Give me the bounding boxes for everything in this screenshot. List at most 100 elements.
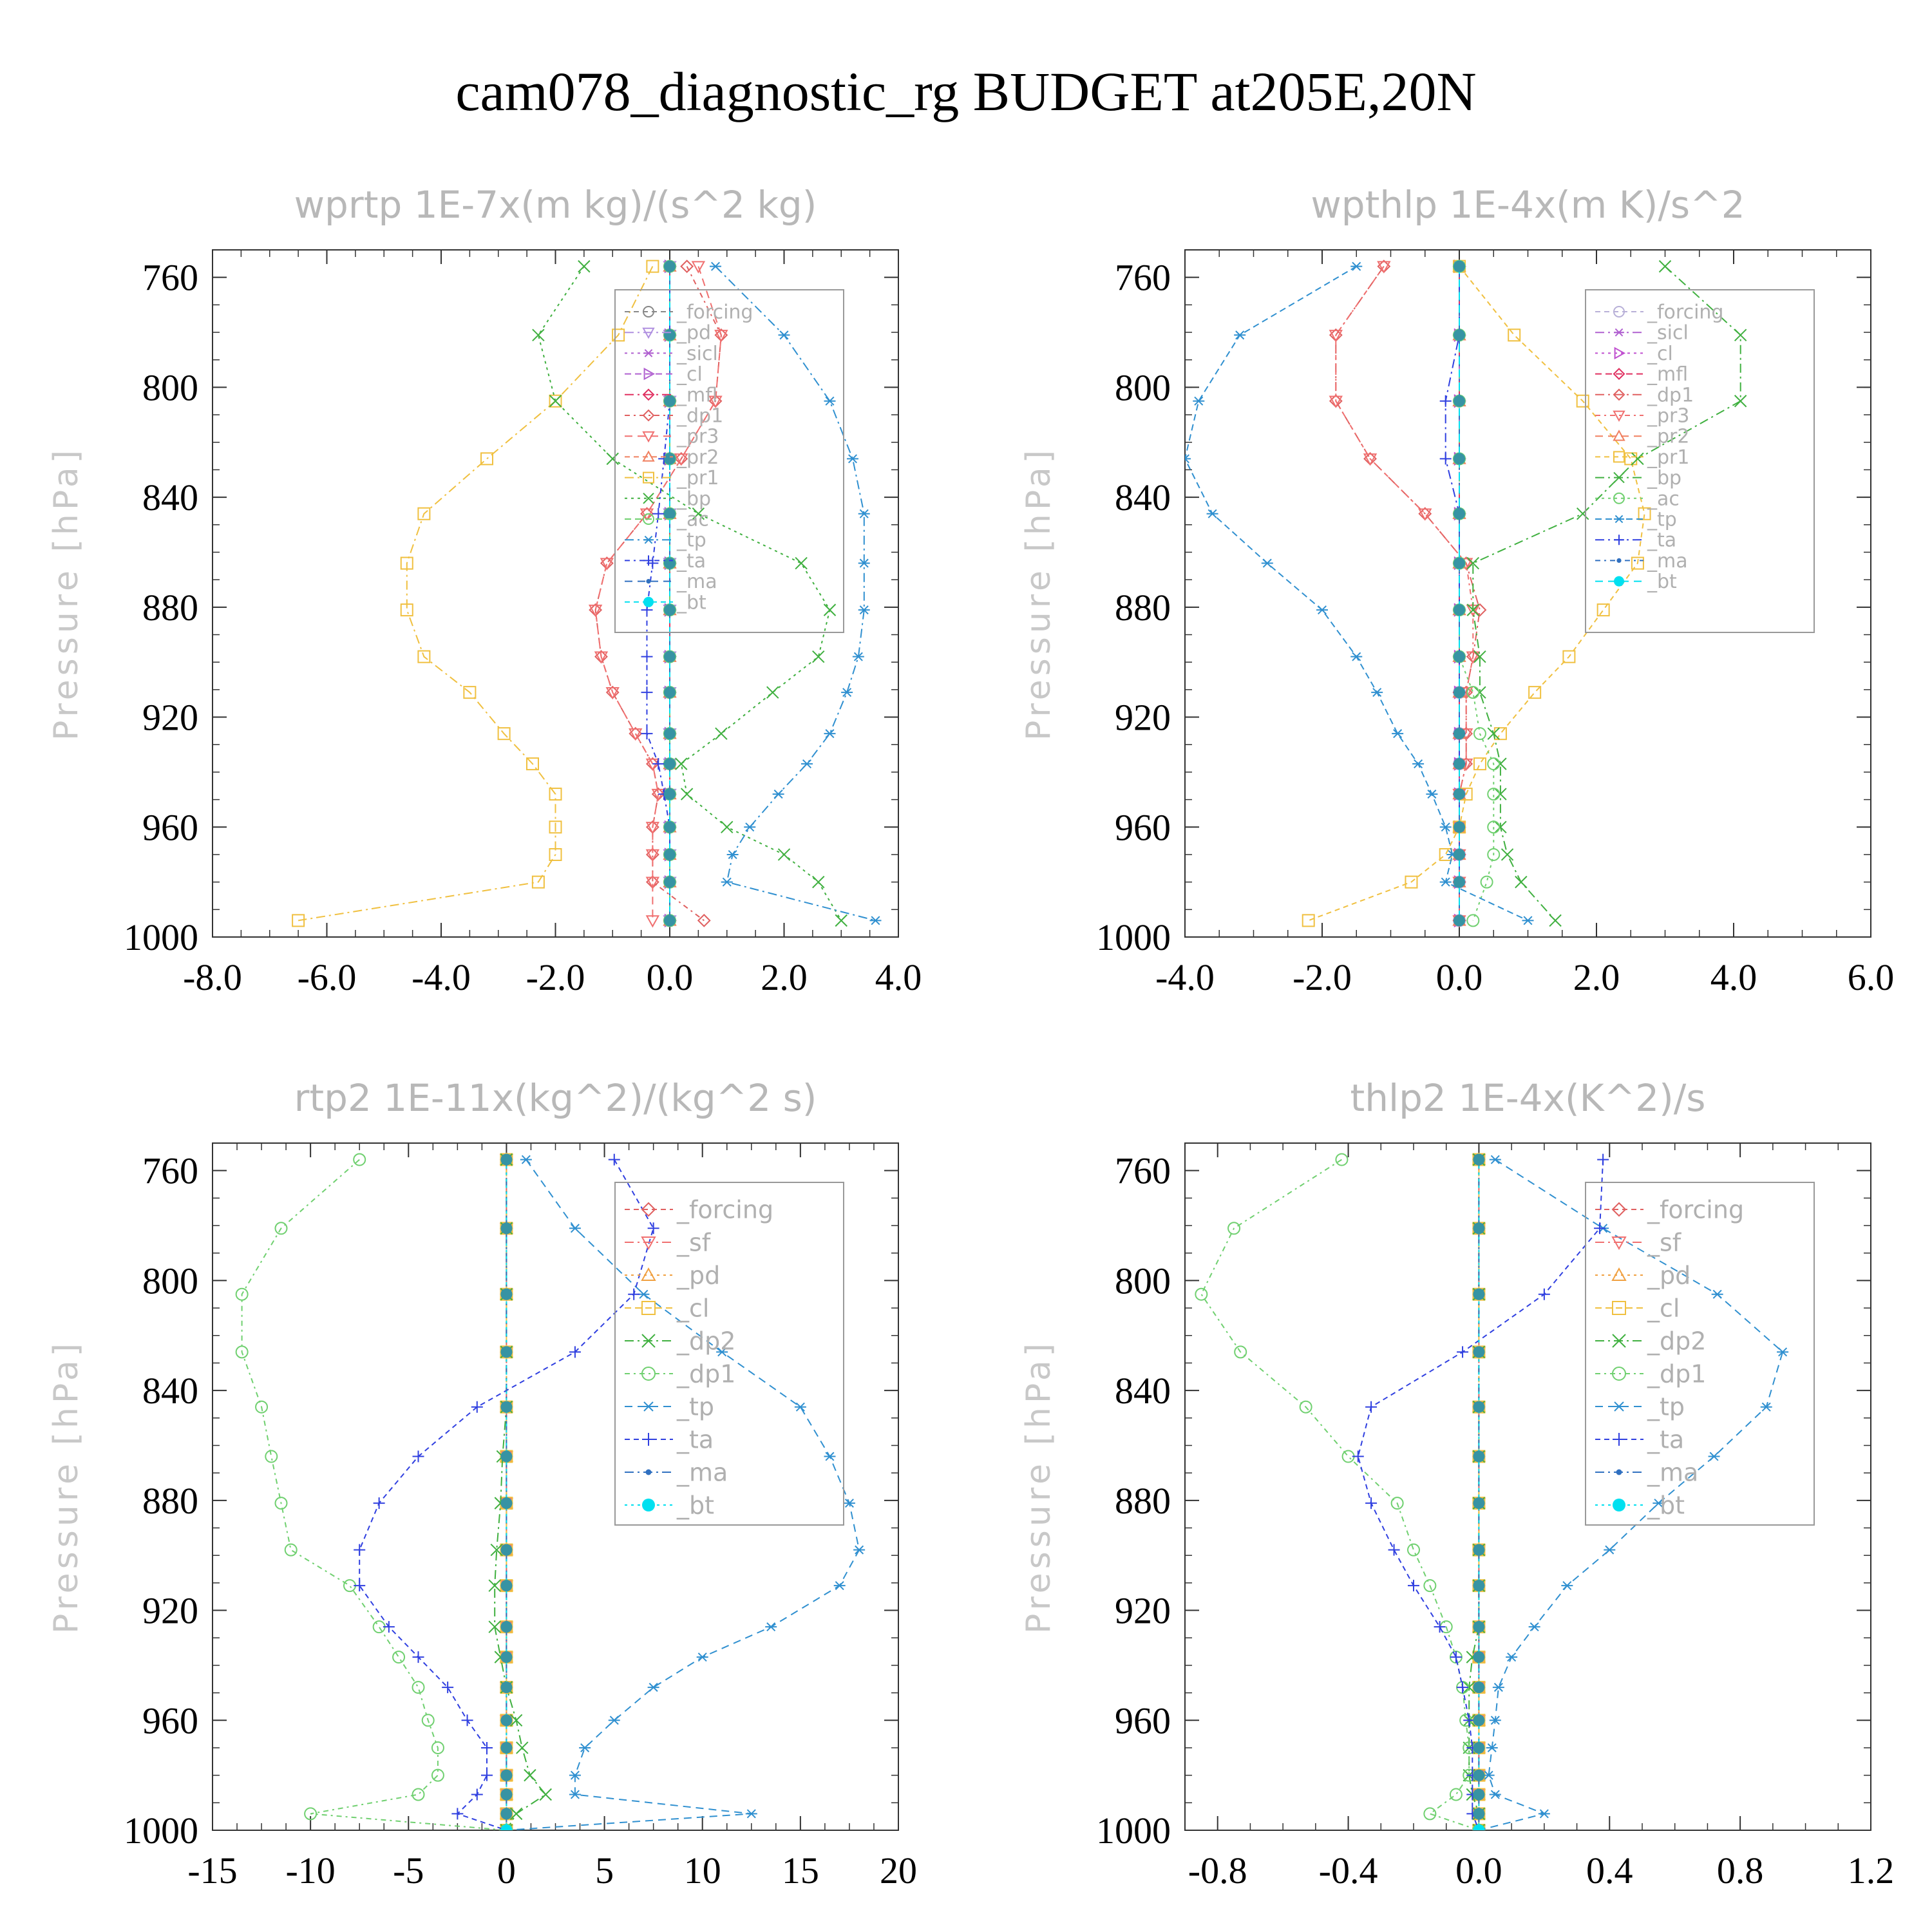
series_bp [1466, 260, 1747, 927]
series-line [594, 266, 722, 922]
series-line [1308, 265, 1645, 922]
data-point [500, 1769, 513, 1781]
data-point [858, 509, 870, 518]
data-point [304, 1807, 317, 1821]
legend-label: _bt [676, 591, 706, 614]
data-point [646, 260, 659, 273]
legend-label: _mfl [676, 384, 717, 406]
data-point [645, 849, 660, 862]
data-point [1234, 330, 1246, 340]
data-point [608, 1153, 620, 1166]
data-point [1454, 329, 1465, 341]
y-tick-label: 760 [1115, 257, 1171, 299]
panel-title: thlp2 1E-4x(K^2)/s [1350, 1076, 1705, 1120]
data-point [1597, 1153, 1609, 1166]
legend-marker [1616, 558, 1622, 564]
data-point [1206, 509, 1218, 518]
data-point [500, 1544, 513, 1556]
data-point [1227, 1222, 1241, 1235]
data-point [1302, 914, 1315, 927]
legend-label: _pr1 [1647, 446, 1689, 469]
figure-title: cam078_diagnostic_rg BUDGET at205E,20N [455, 61, 1477, 122]
data-point [1466, 603, 1480, 616]
legend-label: _dp1 [676, 1359, 735, 1388]
data-point [471, 1788, 483, 1801]
series-line [506, 1159, 860, 1830]
data-point [1473, 727, 1486, 741]
legend-label: _ma [676, 571, 717, 593]
data-point [847, 454, 858, 464]
x-tick-label: 0.0 [1436, 956, 1483, 998]
data-point [612, 328, 625, 342]
data-point [726, 849, 739, 859]
data-point [1473, 603, 1487, 617]
y-tick-label: 880 [1115, 1480, 1171, 1522]
data-point [1439, 453, 1452, 465]
y-axis-label: Pressure [hPa] [47, 1340, 86, 1634]
y-tick-label: 1000 [1096, 1810, 1171, 1852]
legend-marker [642, 1499, 655, 1511]
legend-label: _pr2 [1647, 426, 1689, 448]
data-point [497, 727, 511, 741]
legend-marker [642, 1401, 655, 1412]
legend-label: _tp [676, 1392, 714, 1421]
data-point [1454, 758, 1465, 770]
data-point [641, 687, 653, 699]
data-point [412, 1651, 424, 1663]
legend-label: _bt [676, 1491, 714, 1519]
legend-marker [1613, 1433, 1625, 1446]
data-point [292, 914, 305, 927]
x-tick-label: 20 [880, 1850, 917, 1891]
legend-marker [1611, 1202, 1627, 1217]
data-point [664, 788, 676, 800]
y-tick-label: 920 [1115, 697, 1171, 739]
data-point [442, 1681, 454, 1694]
data-point [1604, 1545, 1616, 1555]
legend-marker [1612, 1334, 1626, 1348]
data-point [697, 913, 711, 927]
data-point [664, 758, 676, 770]
data-point [680, 260, 694, 274]
legend-marker [645, 1469, 652, 1475]
x-tick-label: -5 [393, 1850, 424, 1891]
data-point [1711, 1289, 1723, 1299]
data-point [1487, 727, 1500, 740]
data-point [480, 452, 493, 466]
data-point [833, 1581, 846, 1591]
data-point [500, 1497, 513, 1510]
legend-label: _ma [676, 1458, 728, 1486]
series_ta [354, 1153, 659, 1830]
data-point [638, 1289, 650, 1299]
data-point [400, 556, 413, 570]
legend-label: _forcing [676, 1195, 773, 1224]
legend-marker [641, 1202, 656, 1217]
data-point [605, 687, 620, 700]
data-point [549, 788, 562, 801]
data-point [1473, 1788, 1485, 1801]
data-point [1407, 1543, 1420, 1557]
legend-label: _pd [1647, 1261, 1690, 1289]
series_pr1 [1302, 260, 1651, 927]
legend-label: _ac [676, 509, 709, 531]
data-point [412, 1681, 425, 1694]
y-tick-label: 1000 [124, 916, 198, 958]
data-point [1473, 1824, 1485, 1830]
data-point [1439, 822, 1452, 832]
data-point [1638, 507, 1651, 520]
data-point [500, 1824, 513, 1830]
legend-label: _forcing [1647, 1195, 1744, 1224]
data-point [1418, 508, 1432, 521]
panel-title: wprtp 1E-7x(m kg)/(s^2 kg) [294, 183, 817, 227]
data-point [691, 261, 706, 274]
legend-label: _ma [1647, 1458, 1698, 1486]
data-point [608, 1716, 620, 1725]
data-point [801, 759, 813, 769]
data-point [549, 394, 562, 408]
data-point [652, 507, 665, 520]
legend-label: _bp [1647, 467, 1681, 489]
legend-marker [641, 1334, 656, 1348]
series-line [298, 266, 654, 922]
data-point [1463, 1681, 1475, 1694]
data-point [664, 687, 676, 699]
legend-marker [1613, 368, 1625, 381]
